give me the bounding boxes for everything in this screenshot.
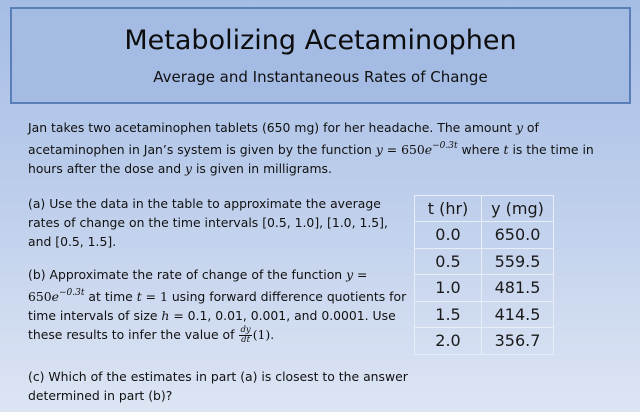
math-exponent: −0.3t xyxy=(432,141,458,151)
cell-amount: 414.5 xyxy=(481,300,554,328)
math-expression: = 1 xyxy=(141,289,168,304)
table-row: 2.0 356.7 xyxy=(414,327,554,355)
question-part-c: (c) Which of the estimates in part (a) i… xyxy=(28,369,408,403)
intro-text: of acetaminophen in Jan’s system is give… xyxy=(28,120,539,157)
table-header-row: t (hr) y (mg) xyxy=(414,195,554,222)
math-expression: = 650 xyxy=(382,142,425,157)
math-var: y xyxy=(185,161,193,176)
cell-amount: 481.5 xyxy=(481,274,554,302)
question-text: using forward difference quotients for t… xyxy=(28,289,407,323)
question-text: 0.1, 0.01, 0.001, and 0.0001. Use these … xyxy=(28,308,396,342)
cell-time: 2.0 xyxy=(414,327,482,355)
question-part-b: (b) Approximate the rate of change of th… xyxy=(28,265,418,345)
derivative-fraction: dy dt xyxy=(239,325,252,345)
intro-text: Jan takes two acetaminophen tablets (650… xyxy=(28,120,516,135)
math-var: e xyxy=(51,289,59,304)
math-var: h xyxy=(161,308,170,323)
fraction-denominator: dt xyxy=(241,335,250,345)
cell-time: 0.5 xyxy=(414,247,482,275)
math-var: y xyxy=(346,267,354,282)
intro-text: where xyxy=(457,142,504,157)
column-header-time: t (hr) xyxy=(414,195,482,222)
math-expression: = xyxy=(169,308,188,323)
math-expression: (1). xyxy=(252,327,275,342)
cell-time: 0.0 xyxy=(414,221,482,249)
math-expression: = 650 xyxy=(28,267,368,304)
math-var: t xyxy=(136,289,142,304)
table-row: 1.5 414.5 xyxy=(414,300,554,328)
intro-text: is the time in hours after the dose and xyxy=(28,142,594,176)
data-table: t (hr) y (mg) 0.0 650.0 0.5 559.5 1.0 48… xyxy=(414,195,554,355)
problem-intro: Jan takes two acetaminophen tablets (650… xyxy=(28,118,618,178)
math-var: e xyxy=(424,142,433,157)
cell-amount: 356.7 xyxy=(481,327,554,355)
question-text: (b) Approximate the rate of change of th… xyxy=(28,267,347,282)
page-subtitle: Average and Instantaneous Rates of Chang… xyxy=(153,68,488,86)
cell-amount: 650.0 xyxy=(481,221,554,249)
math-exponent: −0.3t xyxy=(59,288,85,298)
table-row: 0.0 650.0 xyxy=(414,221,554,249)
intro-text: is given in milligrams. xyxy=(192,161,332,176)
question-text: at time xyxy=(84,289,137,304)
fraction-numerator: dy xyxy=(239,325,252,336)
question-part-a: (a) Use the data in the table to approxi… xyxy=(28,196,388,249)
column-header-amount: y (mg) xyxy=(481,195,554,222)
cell-amount: 559.5 xyxy=(481,247,554,275)
table-row: 1.0 481.5 xyxy=(414,274,554,302)
math-var: y xyxy=(515,120,523,135)
table-row: 0.5 559.5 xyxy=(414,247,554,275)
cell-time: 1.0 xyxy=(414,274,482,302)
page-title: Metabolizing Acetaminophen xyxy=(124,25,517,56)
title-banner: Metabolizing Acetaminophen Average and I… xyxy=(10,7,631,104)
math-var: t xyxy=(503,142,509,157)
cell-time: 1.5 xyxy=(414,300,482,328)
math-var: y xyxy=(375,142,383,157)
